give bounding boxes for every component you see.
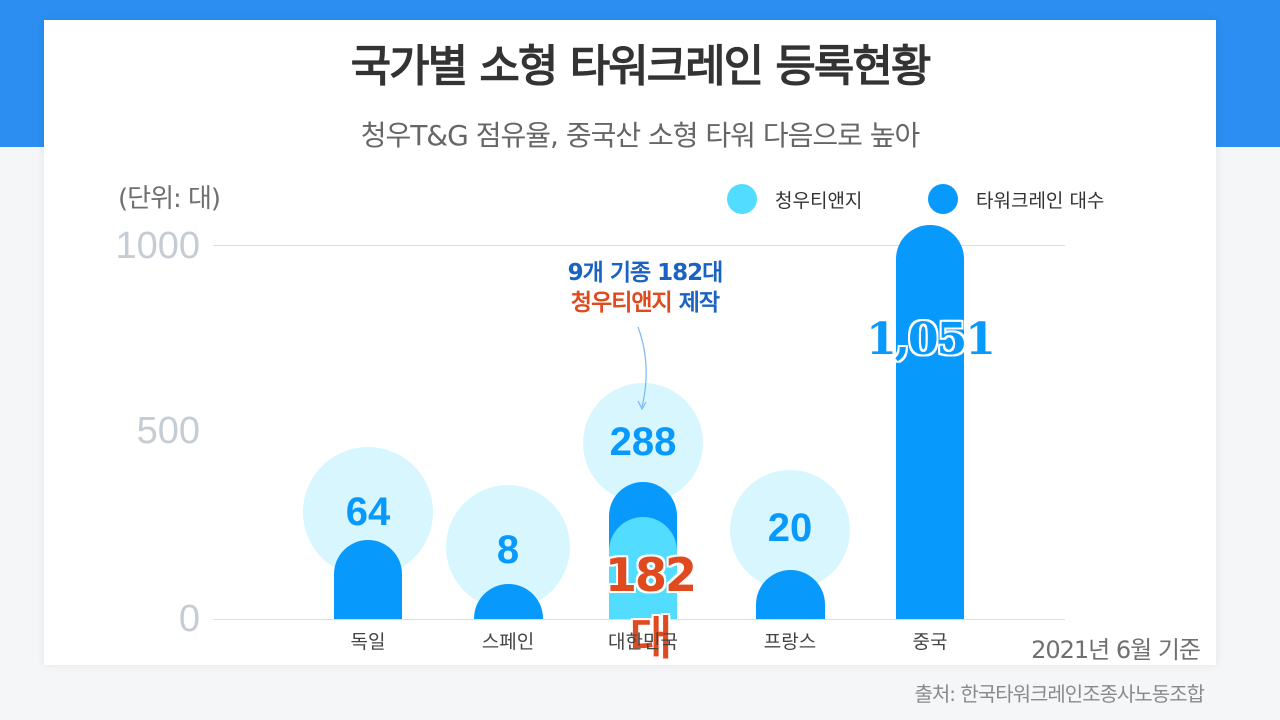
legend-label: 청우티앤지 (775, 189, 863, 212)
value-germany: 64 (345, 490, 391, 534)
bar-germany (334, 540, 402, 619)
value-france: 20 (767, 506, 813, 550)
legend-item-cheongwoo: 청우티앤지 (727, 184, 862, 214)
korea-cheongwoo-value: 182대 (604, 548, 697, 665)
x-label-korea: 대한민국 (608, 631, 678, 653)
legend-label: 타워크레인 대수 (976, 189, 1105, 212)
annotation-callout: 9개 기종 182대 청우티앤지 제작 (520, 258, 770, 318)
value-korea: 288 (609, 420, 677, 464)
basis-note: 2021년 6월 기준 (1031, 636, 1201, 664)
x-label-china: 중국 (912, 631, 948, 653)
annotation-rest: 제작 (671, 290, 720, 316)
x-label-france: 프랑스 (763, 631, 817, 653)
value-spain: 8 (496, 528, 520, 572)
unit-label: (단위: 대) (118, 184, 221, 214)
gridline-1000 (213, 245, 1065, 246)
y-tick-1000: 1000 (115, 225, 200, 267)
chart-title: 국가별 소형 타워크레인 등록현황 (350, 41, 932, 92)
annotation-arrow-icon (637, 326, 647, 411)
baseline (213, 619, 1065, 620)
source-note: 출처: 한국타워크레인조종사노동조합 (914, 682, 1205, 706)
value-china: 1,051 (866, 314, 996, 365)
legend-item-tower-crane: 타워크레인 대수 (928, 184, 1104, 214)
chart-subtitle: 청우T&G 점유율, 중국산 소형 타워 다음으로 높아 (360, 119, 921, 152)
legend-dot-tower-crane-icon (928, 184, 958, 214)
bar-china (896, 225, 964, 619)
annotation-line1: 9개 기종 182대 (567, 260, 724, 286)
legend-dot-cheongwoo-icon (727, 184, 757, 214)
x-label-germany: 독일 (350, 631, 386, 653)
x-label-spain: 스페인 (481, 631, 535, 653)
bar-france (756, 570, 825, 619)
y-tick-500: 500 (136, 410, 200, 452)
bar-korea-cheongwoo (609, 517, 677, 619)
y-tick-0: 0 (178, 598, 200, 640)
annotation-highlight: 청우티앤지 (570, 290, 673, 316)
annotation-line2: 청우티앤지 제작 (520, 288, 770, 318)
